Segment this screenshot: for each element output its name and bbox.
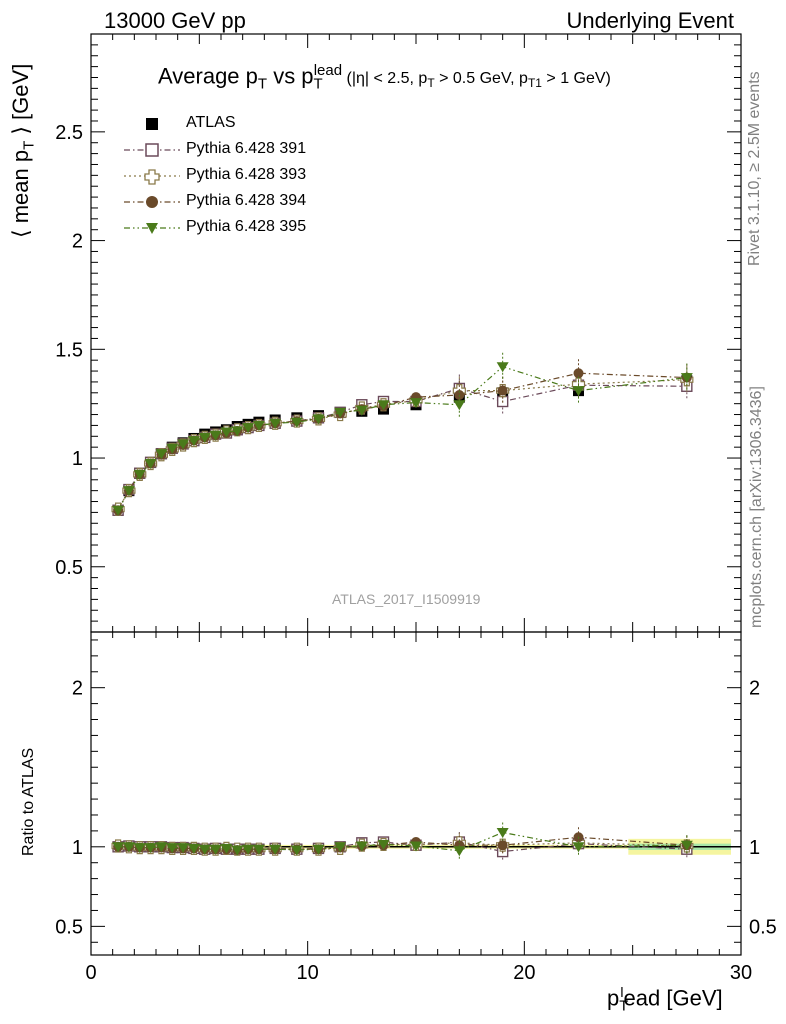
x-tick-label: 10 [297, 962, 319, 984]
y-tick-label: 2 [72, 231, 83, 253]
ratio-y-tick-label: 1 [72, 837, 83, 859]
ratio-point [112, 842, 125, 853]
ratio-y-tick-label-right: 0.5 [749, 916, 777, 938]
data-point [334, 407, 347, 418]
data-point [252, 420, 265, 431]
data-point [122, 486, 135, 497]
y-tick-label: 2.5 [55, 122, 83, 144]
ratio-point [496, 827, 509, 838]
ratio-point [312, 844, 325, 855]
data-point [112, 505, 125, 516]
data-point [198, 432, 211, 443]
data-point [220, 427, 233, 438]
ratio-point [269, 844, 282, 855]
data-point [573, 368, 584, 379]
ratio-y-tick-label-right: 1 [749, 837, 760, 859]
ratio-point [453, 846, 466, 857]
ratio-y-label: Ratio to ATLAS [20, 747, 37, 856]
ratio-point [220, 843, 233, 854]
plot-title: Average pT vs pTlead (|η| < 2.5, pT > 0.… [158, 62, 611, 93]
legend-label-395: Pythia 6.428 395 [186, 218, 307, 235]
ratio-point [242, 844, 255, 855]
ratio-point [177, 843, 190, 854]
legend-label-394: Pythia 6.428 394 [186, 192, 307, 209]
ratio-point [497, 840, 508, 851]
data-point [453, 400, 466, 411]
ratio-point [334, 842, 347, 853]
ratio-y-tick-label-right: 2 [749, 678, 760, 700]
ratio-point [231, 845, 244, 856]
ratio-point [122, 842, 135, 853]
rivet-version-text: Rivet 3.1.10, ≥ 2.5M events [746, 71, 763, 266]
data-point [187, 436, 200, 447]
ratio-point [209, 844, 222, 855]
ratio-point [572, 842, 585, 853]
data-point [680, 373, 693, 384]
data-point [231, 426, 244, 437]
mcplots-text: mcplots.cern.ch [arXiv:1306.3436] [748, 386, 765, 628]
data-point [290, 417, 303, 428]
data-point [572, 386, 585, 397]
analysis-id: ATLAS_2017_I1509919 [332, 591, 481, 607]
data-point [410, 398, 422, 409]
ratio-frame [90, 631, 742, 956]
ratio-y-tick-label: 2 [72, 678, 83, 700]
series-line-2 [117, 379, 687, 510]
ratio-point [144, 843, 157, 854]
data-point [144, 458, 157, 469]
main-y-label: ⟨ mean pT ⟩ [GeV] [8, 63, 38, 238]
header-left: 13000 GeV pp [104, 8, 246, 33]
data-point [133, 469, 146, 480]
data-point [312, 414, 325, 425]
ratio-point [198, 844, 211, 855]
x-axis-label: pTlead [GeV] [607, 984, 723, 1015]
data-point [166, 443, 179, 454]
ratio-point [377, 839, 390, 850]
legend-label-atlas: ATLAS [186, 114, 236, 131]
ratio-point [290, 845, 303, 856]
ratio-point [680, 840, 693, 851]
ratio-point [155, 842, 168, 853]
ratio-point [133, 843, 146, 854]
data-point [496, 362, 509, 373]
data-point [377, 400, 390, 411]
data-point [497, 385, 508, 396]
ratio-point [355, 841, 368, 852]
data-point [355, 405, 368, 416]
legend-label-391: Pythia 6.428 391 [186, 140, 307, 157]
ratio-point [166, 843, 179, 854]
y-tick-label: 1.5 [55, 339, 83, 361]
data-point [177, 439, 190, 450]
ratio-point [252, 844, 265, 855]
y-tick-label: 0.5 [55, 557, 83, 579]
ratio-point [410, 841, 422, 852]
x-tick-label: 20 [513, 962, 535, 984]
data-point [209, 430, 222, 441]
data-point [242, 423, 255, 434]
data-point [269, 418, 282, 429]
data-point [155, 449, 168, 460]
x-tick-label: 30 [730, 962, 752, 984]
x-tick-label: 0 [85, 962, 96, 984]
header-right: Underlying Event [566, 8, 734, 33]
ratio-point [187, 843, 200, 854]
legend-label-393: Pythia 6.428 393 [186, 166, 307, 183]
ratio-y-tick-label: 0.5 [55, 916, 83, 938]
y-tick-label: 1 [72, 448, 83, 470]
